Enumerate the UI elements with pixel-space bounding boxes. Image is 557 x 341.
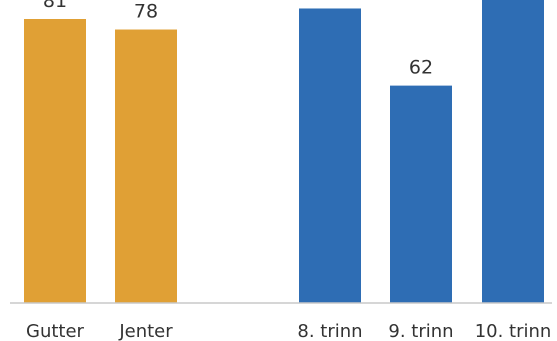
- category-label-jenter: Jenter: [118, 321, 173, 341]
- data-label-jenter: 78: [134, 1, 158, 23]
- bar-9-trinn: [390, 85, 452, 304]
- bars-group: [24, 0, 544, 304]
- bar-jenter: [115, 29, 177, 303]
- data-label-9-trinn: 62: [409, 57, 433, 79]
- bar-10-trinn: [482, 0, 544, 304]
- category-label-8-trinn: 8. trinn: [297, 321, 362, 341]
- bar-8-trinn: [299, 8, 361, 304]
- data-label-gutter: 81: [43, 0, 67, 12]
- category-label-10-trinn: 10. trinn: [475, 321, 552, 341]
- category-label-9-trinn: 9. trinn: [388, 321, 453, 341]
- data-label-8-trinn: 84: [318, 0, 342, 1]
- category-label-gutter: Gutter: [26, 321, 85, 341]
- bar-gutter: [24, 19, 86, 303]
